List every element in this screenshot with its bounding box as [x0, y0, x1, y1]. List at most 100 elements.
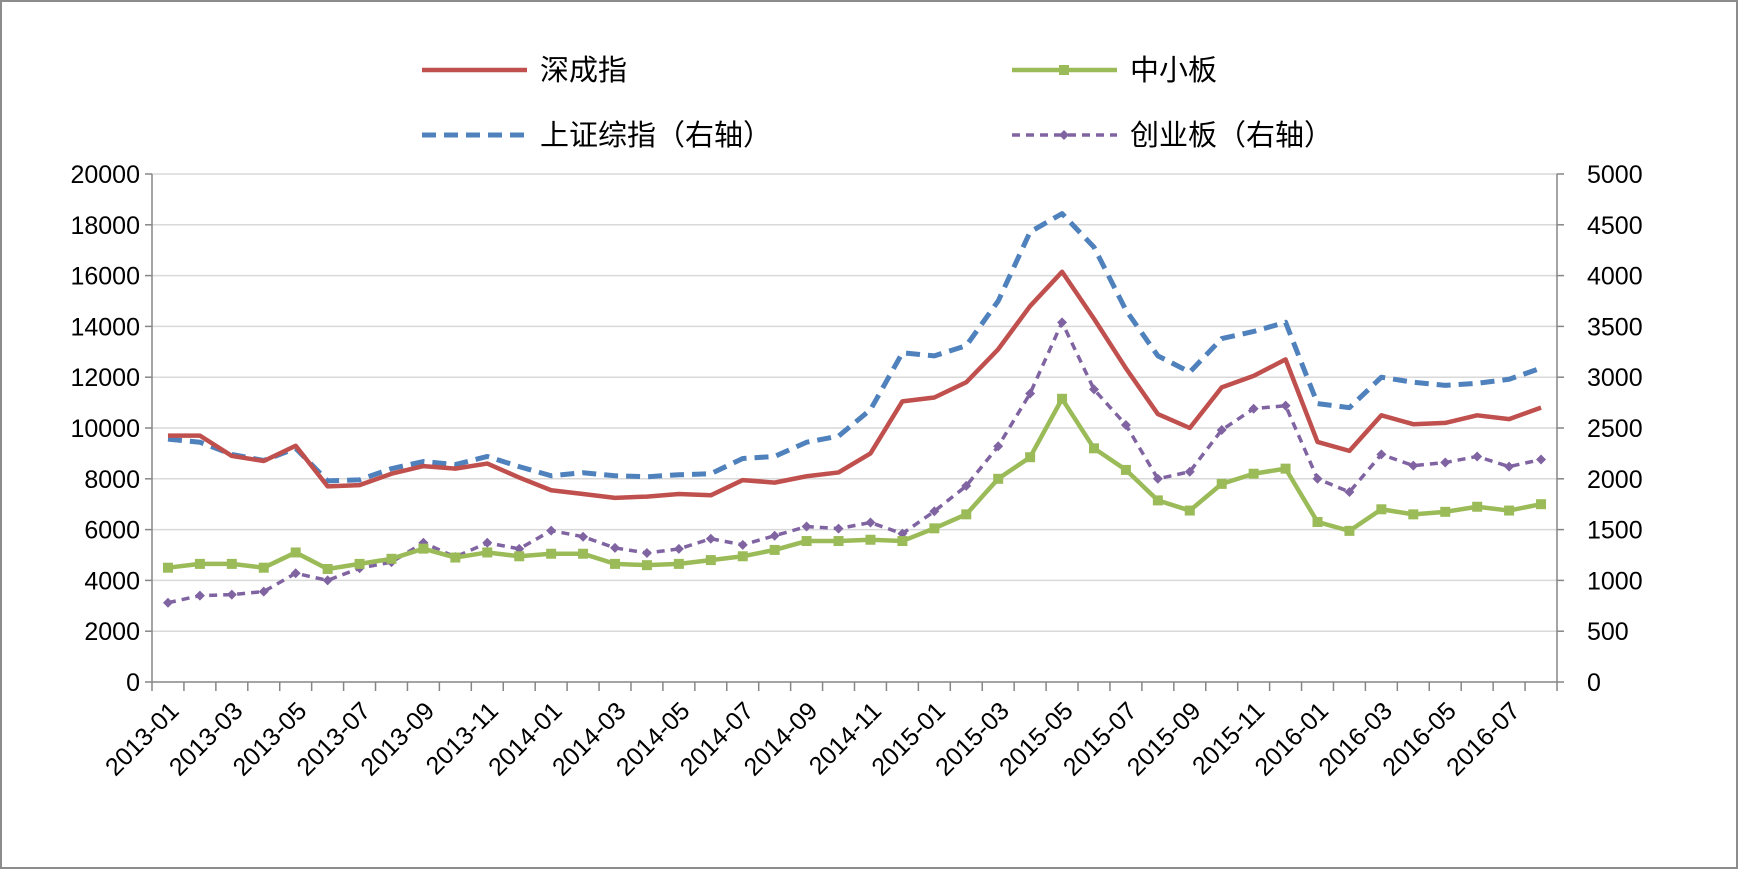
series-point-3 [1216, 425, 1227, 436]
series-point-1 [162, 562, 173, 573]
series-point-3 [226, 589, 237, 600]
series-point-1 [546, 548, 557, 559]
series-point-3 [801, 521, 812, 532]
series-point-1 [961, 509, 972, 520]
series-point-1 [1504, 505, 1515, 516]
series-point-3 [1504, 461, 1515, 472]
series-point-3 [833, 523, 844, 534]
series-point-1 [993, 473, 1004, 484]
series-point-1 [1152, 495, 1163, 506]
gridlines [152, 173, 1557, 632]
y-right-tick-label: 3500 [1587, 313, 1643, 341]
series-point-1 [1472, 501, 1483, 512]
series-point-3 [1248, 403, 1259, 414]
series-point-1 [1184, 505, 1195, 516]
series-point-3 [1536, 454, 1547, 465]
series-point-3 [705, 533, 716, 544]
y-left-tick-label: 14000 [70, 313, 140, 341]
series-point-3 [322, 575, 333, 586]
series-point-3 [290, 568, 301, 579]
series-point-3 [1057, 317, 1068, 328]
legend-label-0: 深成指 [540, 53, 627, 87]
series-point-3 [1376, 449, 1387, 460]
y-right-tick-label: 1000 [1587, 567, 1643, 595]
series-point-1 [482, 547, 493, 558]
series-point-1 [290, 547, 301, 558]
series-point-3 [578, 531, 589, 542]
series-point-1 [929, 523, 940, 534]
series-point-3 [865, 517, 876, 528]
series-point-3 [993, 441, 1004, 452]
y-left-tick-label: 2000 [84, 618, 140, 646]
series-point-3 [961, 480, 972, 491]
series-point-1 [1440, 506, 1451, 517]
series-point-3 [1312, 473, 1323, 484]
series-point-1 [450, 552, 461, 563]
series-point-1 [354, 558, 365, 569]
y-left-tick-label: 0 [126, 669, 140, 697]
series-point-3 [162, 597, 173, 608]
series-line-2 [167, 211, 1542, 484]
y-left-tick-label: 10000 [70, 415, 140, 443]
series-point-3 [1184, 466, 1195, 477]
y-right-tick-label: 0 [1587, 669, 1601, 697]
y-left-tick-label: 4000 [84, 567, 140, 595]
y-left-tick-label: 12000 [70, 364, 140, 392]
series-point-1 [737, 551, 748, 562]
series-layer [162, 211, 1547, 608]
y-right-tick-label: 3000 [1587, 364, 1643, 392]
series-point-1 [833, 536, 844, 547]
y-left-tick-label: 16000 [70, 263, 140, 291]
series-point-1 [1408, 509, 1419, 520]
y-right-tick-label: 1500 [1587, 517, 1643, 545]
series-point-1 [769, 544, 780, 555]
series-point-3 [1280, 400, 1291, 411]
series-point-3 [1120, 419, 1131, 430]
series-point-1 [1376, 504, 1387, 515]
y-right-tick-label: 5000 [1587, 161, 1643, 189]
y-left-tick-label: 8000 [84, 466, 140, 494]
series-point-3 [737, 539, 748, 550]
y-right-tick-label: 2000 [1587, 466, 1643, 494]
series-point-1 [610, 558, 621, 569]
series-point-3 [641, 547, 652, 558]
series-point-1 [418, 543, 429, 554]
series-point-1 [865, 534, 876, 545]
series-point-3 [1152, 473, 1163, 484]
series-point-3 [610, 542, 621, 553]
series-point-1 [514, 551, 525, 562]
series-point-3 [546, 525, 557, 536]
axes: 0200040006000800010000120001400016000180… [70, 161, 1642, 781]
series-point-1 [258, 562, 269, 573]
series-line-1 [167, 396, 1542, 572]
series-point-1 [1312, 516, 1323, 527]
y-right-tick-label: 500 [1587, 618, 1629, 646]
y-left-tick-label: 20000 [70, 161, 140, 189]
series-point-1 [641, 560, 652, 571]
series-point-1 [1216, 478, 1227, 489]
series-point-1 [801, 536, 812, 547]
series-point-1 [1536, 499, 1547, 510]
legend-marker-1 [1059, 65, 1069, 75]
series-point-1 [1344, 525, 1355, 536]
series-point-3 [1088, 384, 1099, 395]
series-point-1 [1120, 464, 1131, 475]
series-point-3 [482, 537, 493, 548]
series-point-3 [1344, 487, 1355, 498]
series-point-3 [1408, 460, 1419, 471]
series-point-1 [673, 558, 684, 569]
series-point-3 [1440, 457, 1451, 468]
series-point-1 [226, 558, 237, 569]
legend-label-3: 创业板（右轴） [1130, 118, 1333, 152]
y-left-tick-label: 6000 [84, 517, 140, 545]
series-point-3 [1025, 388, 1036, 399]
series-point-1 [1057, 393, 1068, 404]
y-left-tick-label: 18000 [70, 212, 140, 240]
series-point-3 [194, 590, 205, 601]
series-point-1 [1280, 463, 1291, 474]
series-point-3 [929, 506, 940, 517]
y-right-tick-label: 4000 [1587, 263, 1643, 291]
series-point-1 [578, 548, 589, 559]
